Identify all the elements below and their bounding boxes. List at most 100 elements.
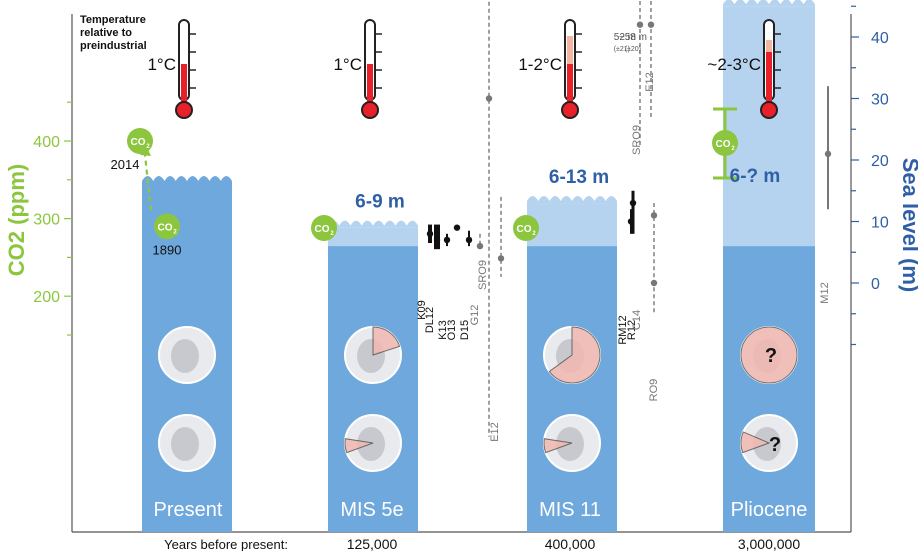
period-mis11-water [527,246,617,532]
period-mis11-greenland-disk-loss-sector [548,326,601,384]
estimate-k09-0-point [426,230,434,237]
estimate-c14-10-point [650,212,658,219]
sea-tick-label: 20 [871,153,889,170]
estimate-d15-4-point [465,236,473,244]
estimate-o13-3-label: O13 [446,320,458,341]
period-mis11-label: MIS 11 [539,499,601,521]
period-pliocene-label: Pliocene [731,499,808,521]
period-pliocene-water [723,246,815,532]
period-mis5e-thermometer-temp-label: 1°C [333,55,362,74]
estimate-rm12-8-label: RM12 [617,315,629,344]
sea-axis-title: Sea level (m) [898,158,918,293]
estimate-c14-10-label: C14 [631,310,643,330]
co2-badge-1890-sub: 2 [173,229,177,235]
estimate-e12-7-point [485,95,493,102]
period-present-wave [142,176,232,183]
period-present-thermometer-fill [181,64,187,106]
period-pliocene-greenland-question: ? [765,345,777,367]
period-mis5e-antarctica-disk-loss-sector [344,438,374,454]
period-mis11-thermometer-fill [567,64,573,106]
estimate-r12-9-point [629,199,637,207]
period-mis11-years: 400,000 [545,536,596,551]
estimate-ro9-11-label: RO9 [648,379,660,402]
co2-axis-title: CO2 (ppm) [4,164,29,276]
period-mis5e-wave [328,220,418,228]
co2-badge-mis11 [513,215,539,241]
period-present-thermometer-bulb [175,101,193,119]
thermometer-caption: Temperature relative to preindustrial [80,14,147,52]
period-pliocene-thermometer-temp-label: ~2-3°C [707,55,761,74]
estimate-o13-3-point [453,224,461,231]
period-mis11-thermometer-fill-range [567,36,573,64]
co2-badge-mis11-text: CO [517,224,532,235]
sea-tick-label: 0 [871,276,880,293]
period-present-greenland-disk-land [171,339,199,373]
period-mis5e-thermometer-bulb [361,101,379,119]
period-present-thermometer-temp-label: 1°C [147,55,176,74]
period-mis11-water-range [527,203,617,247]
co2-badge-mis5e-sub: 2 [330,231,334,237]
co2-badge-pliocene [712,130,738,156]
co2-badge-2014-sub: 2 [146,144,150,150]
co2-trend-line [143,154,153,211]
period-pliocene-thermometer-fill-range [766,40,772,52]
period-pliocene-years: 3,000,000 [738,536,800,551]
period-mis5e-greenland-disk-loss-sector [372,326,401,356]
co2-badge-mis5e-text: CO [315,224,330,235]
sea-tick-label: 40 [871,30,889,47]
period-mis11-thermometer-bulb [561,101,579,119]
co2-badge-2014-text: CO [131,137,146,148]
co2-tick-label: 200 [33,289,60,306]
estimate-sro9-12-point [636,21,644,28]
estimate-d15-4-label: D15 [459,320,471,340]
estimate-sro9-5-label: SRO9 [477,260,489,290]
estimate-k09-0-label: K09 [416,300,428,320]
co2-badge-2014 [127,128,153,154]
estimate-k13-2-label: K13 [437,320,449,340]
co2-badge-mis5e [311,215,337,241]
estimate-e12-13-point [647,21,655,28]
estimate-r12-9-label: R12 [626,320,638,340]
period-mis5e-label: MIS 5e [340,499,403,521]
co2-badge-mis11-sub: 2 [532,231,536,237]
period-mis11-antarctica-disk-loss-sector [543,438,573,454]
period-pliocene-thermometer-fill [766,52,772,106]
period-mis11-thermometer-temp-label: 1-2°C [518,55,562,74]
period-mis5e-water-range [328,227,418,247]
co2-tick-label: 400 [33,134,60,151]
estimate-dl12-1-point [433,236,441,244]
estimate-ro9-11-point [650,279,658,287]
estimate-k13-2-point [443,236,451,244]
period-pliocene-sea-level-text: 6-? m [730,166,781,187]
period-pliocene-antarctica-disk-loss-sector [740,431,771,454]
period-mis5e-sea-level-text: 6-9 m [355,192,405,213]
estimate-dl12-1-label: DL12 [424,307,436,333]
co2-year-1890: 1890 [153,242,182,257]
co2-badge-1890 [154,213,180,240]
co2-badge-1890-text: CO [158,222,173,233]
period-mis5e-thermometer-fill [367,64,373,106]
co2-badge-pliocene-sub: 2 [731,146,735,152]
estimate-g12-6-point [497,255,505,262]
estimate-e12-7-label: E12 [489,422,501,442]
estimate-e12-13-note: ~58 m [619,32,647,43]
period-mis5e-water [328,246,418,532]
estimate-sro9-5-point [476,242,484,250]
sea-tick-label: 30 [871,92,889,109]
period-mis11-sea-level-text: 6-13 m [549,167,609,188]
co2-badge-pliocene-text: CO [716,139,731,150]
x-axis-label: Years before present: [164,537,288,551]
period-pliocene-antarctica-question: ? [769,434,781,456]
period-pliocene-greenland-disk-loss-sector [740,326,798,384]
estimate-e12-13-label: E12 [644,72,656,92]
estimate-sro9-12-note: 52 m [614,32,636,43]
period-pliocene-thermometer-bulb [760,101,778,119]
period-present-antarctica-disk-land [171,427,199,461]
period-pliocene-wave [723,0,815,7]
period-mis11-wave [527,196,617,204]
estimate-g12-6-label: G12 [469,305,481,326]
period-mis5e-years: 125,000 [347,536,398,551]
estimate-m12-14-label: M12 [819,282,831,303]
